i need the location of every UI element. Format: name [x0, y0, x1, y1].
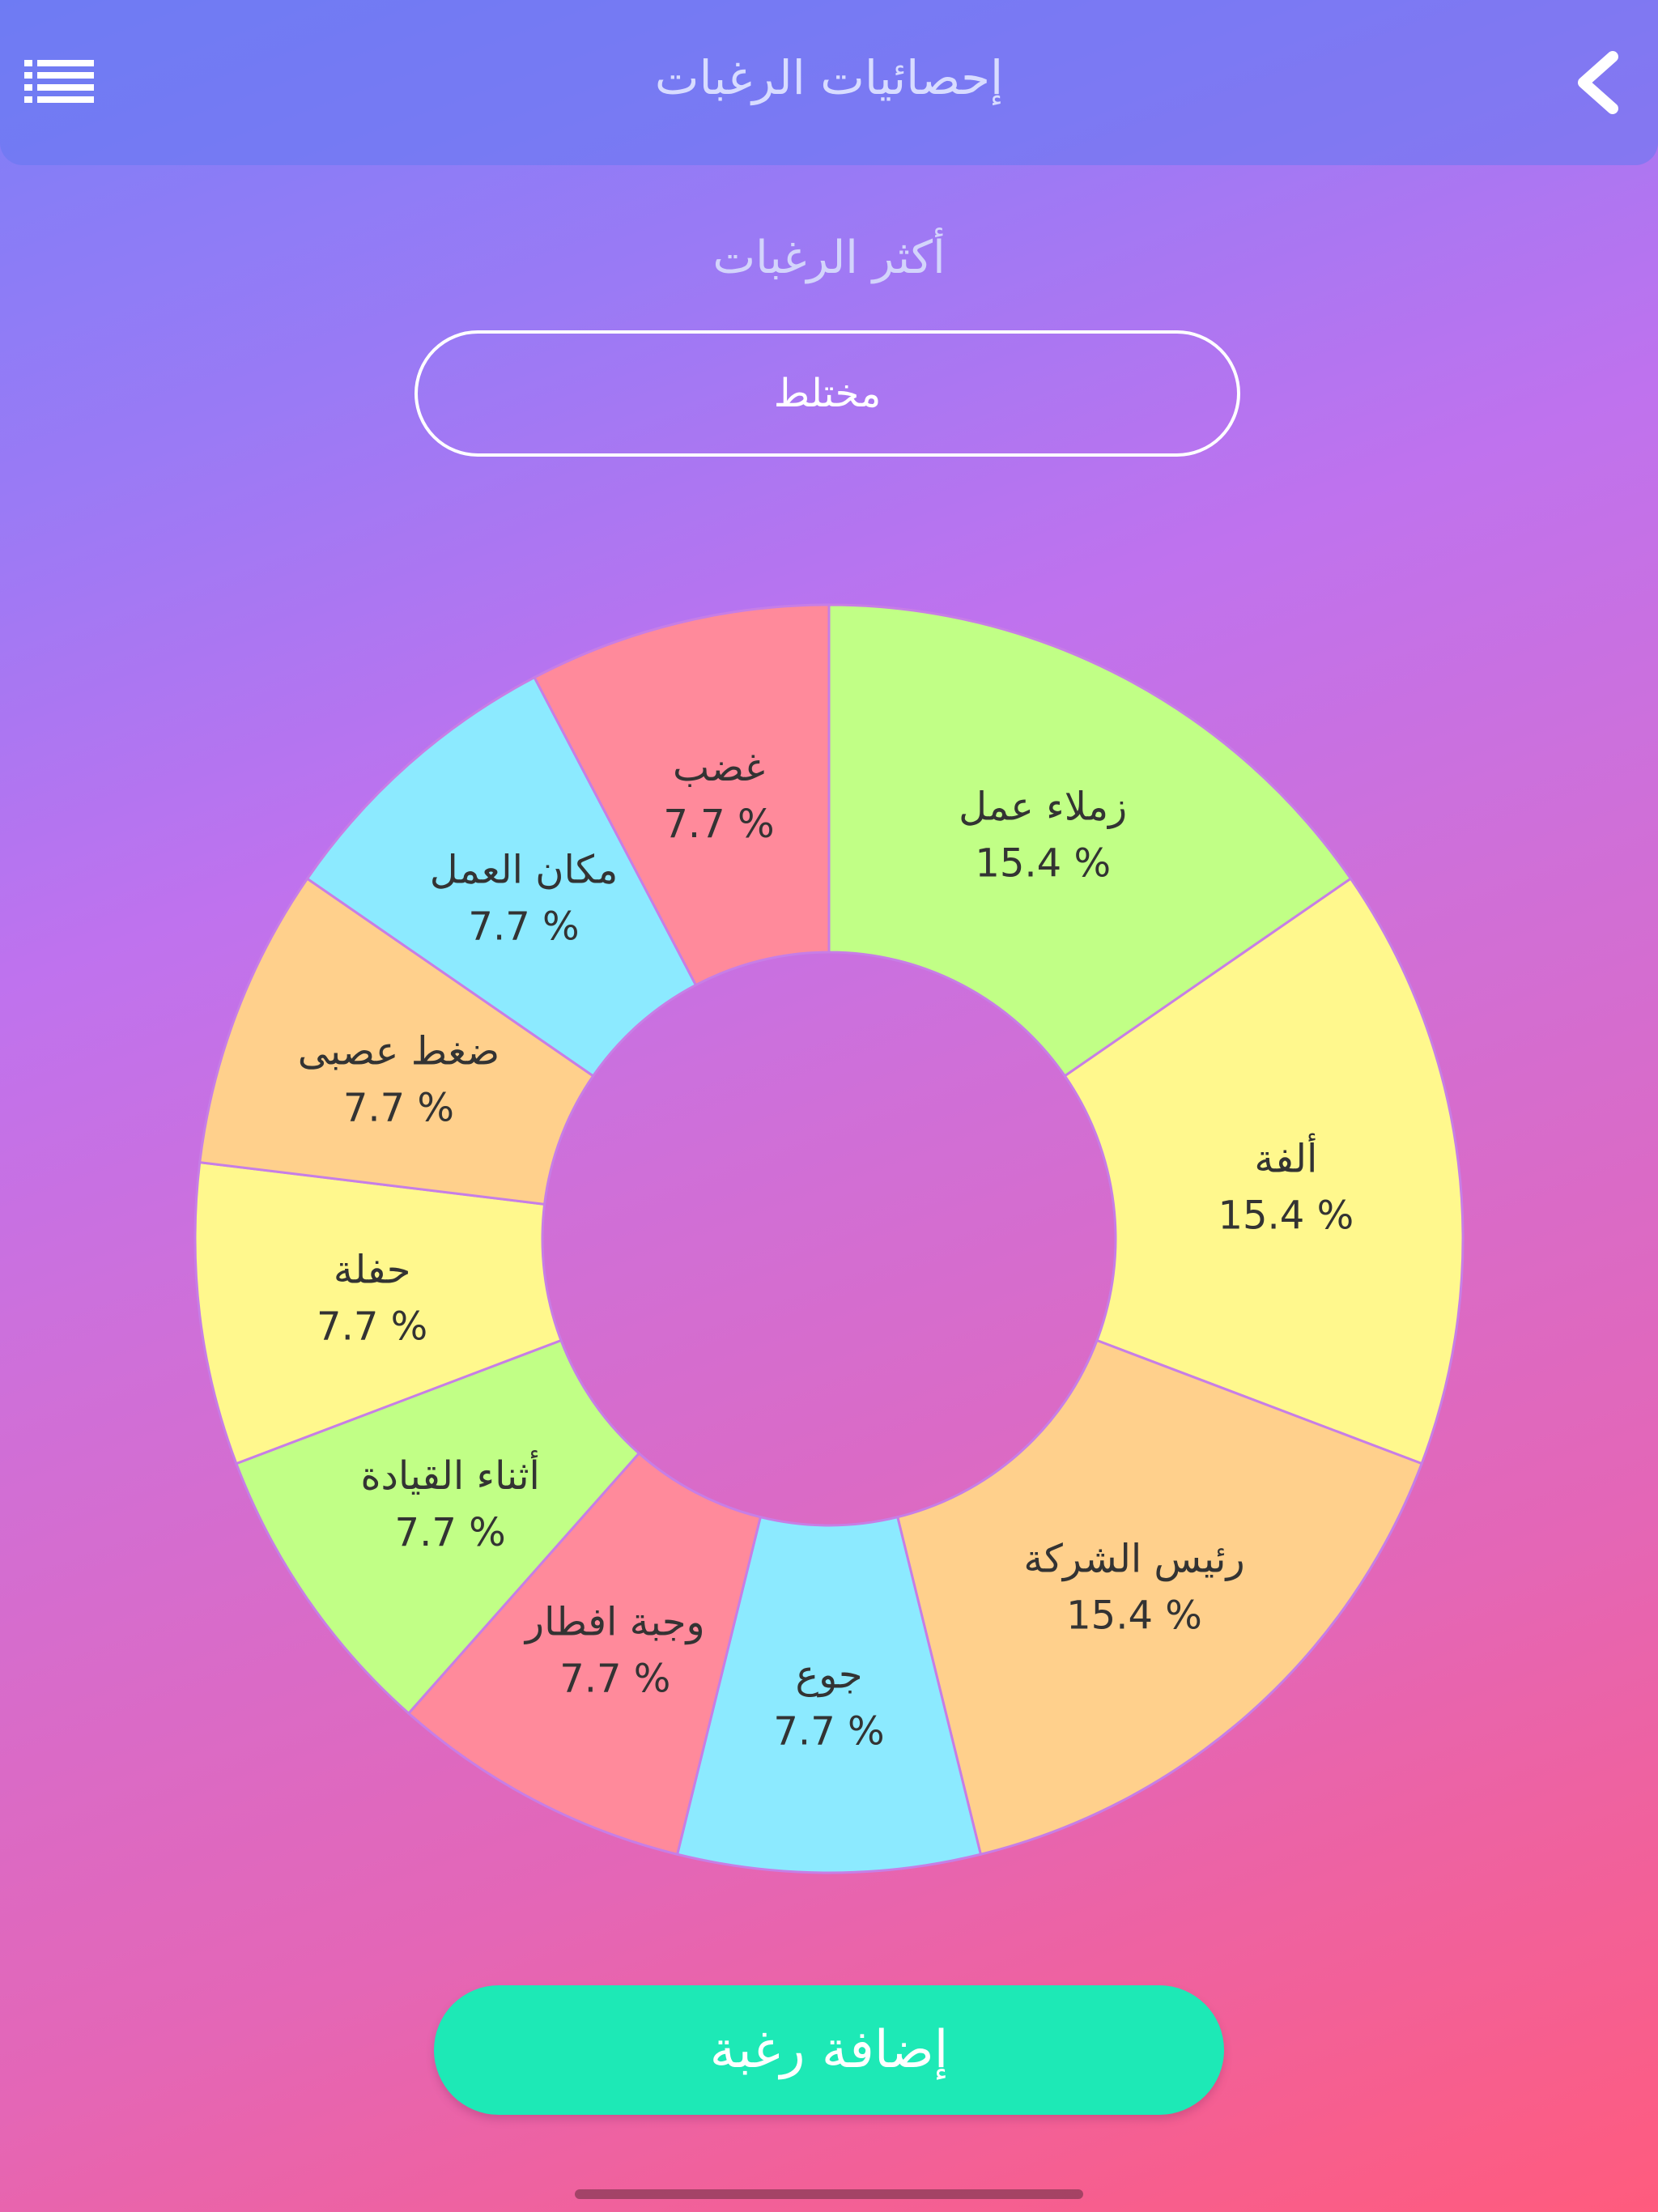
- slice-value-6: 7.7 %: [317, 1304, 427, 1350]
- slice-value-5: 7.7 %: [395, 1510, 506, 1555]
- slice-value-7: 7.7 %: [343, 1085, 454, 1130]
- slice-label-0: زملاء عمل: [959, 785, 1127, 830]
- slice-label-8: مكان العمل: [430, 847, 619, 892]
- slice-2[interactable]: [895, 1338, 1424, 1857]
- list-icon[interactable]: [24, 58, 94, 104]
- add-desire-button-label: إضافة رغبة: [709, 2020, 949, 2080]
- category-selector-value: مختلط: [773, 371, 882, 416]
- slice-5[interactable]: [234, 1338, 641, 1716]
- add-desire-button[interactable]: إضافة رغبة: [434, 1985, 1224, 2115]
- slice-value-4: 7.7 %: [559, 1656, 670, 1701]
- page-title: إحصائيات الرغبات: [654, 50, 1004, 105]
- slice-9[interactable]: [533, 603, 831, 987]
- slice-3[interactable]: [675, 1515, 983, 1874]
- slice-1[interactable]: [1063, 877, 1465, 1465]
- slice-8[interactable]: [305, 675, 698, 1078]
- slice-label-5: أثناء القيادة: [360, 1450, 540, 1499]
- slice-value-0: 15.4 %: [975, 841, 1111, 887]
- slice-label-9: غضب: [673, 745, 765, 790]
- category-selector[interactable]: مختلط: [414, 330, 1240, 457]
- slice-label-1: ألفة: [1254, 1133, 1317, 1181]
- slice-value-3: 7.7 %: [773, 1709, 884, 1755]
- slice-value-9: 7.7 %: [663, 802, 774, 847]
- slice-4[interactable]: [406, 1451, 763, 1857]
- section-subtitle: أكثر الرغبات: [712, 232, 946, 284]
- slice-label-6: حفلة: [334, 1248, 411, 1293]
- slice-0[interactable]: [827, 603, 1353, 1078]
- slice-6[interactable]: [193, 1160, 563, 1465]
- slice-label-4: وجبة افطار: [524, 1599, 705, 1644]
- slice-value-8: 7.7 %: [468, 904, 579, 949]
- slice-7[interactable]: [198, 877, 595, 1206]
- slice-value-2: 15.4 %: [1066, 1593, 1202, 1639]
- home-indicator: [575, 2189, 1083, 2199]
- top-bar: إحصائيات الرغبات: [0, 0, 1658, 165]
- slice-label-7: ضغط عصبى: [298, 1028, 500, 1074]
- slice-value-1: 15.4 %: [1218, 1193, 1354, 1238]
- slice-label-2: رئيس الشركة: [1023, 1537, 1244, 1582]
- chevron-left-icon[interactable]: [1571, 50, 1624, 115]
- slice-label-3: جوع: [795, 1653, 862, 1698]
